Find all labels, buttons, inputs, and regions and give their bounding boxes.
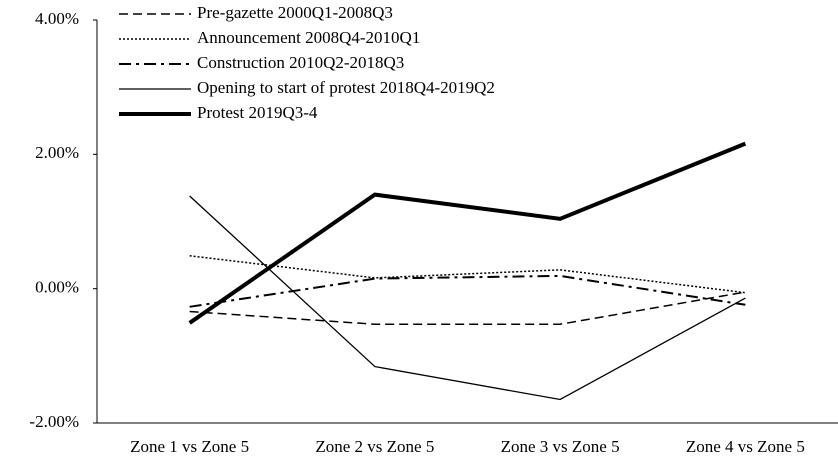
legend-label: Construction 2010Q2-2018Q3 — [197, 53, 404, 72]
series-line — [189, 291, 746, 326]
series-line — [189, 274, 746, 308]
series-line — [188, 141, 747, 325]
x-tick-label: Zone 2 vs Zone 5 — [315, 437, 434, 456]
x-tick-label: Zone 1 vs Zone 5 — [130, 437, 249, 456]
series-line — [189, 195, 746, 401]
x-tick-label: Zone 3 vs Zone 5 — [501, 437, 620, 456]
legend-label: Announcement 2008Q4-2010Q1 — [197, 28, 420, 47]
x-tick-label: Zone 4 vs Zone 5 — [686, 437, 805, 456]
y-tick-label: 0.00% — [35, 278, 79, 297]
y-tick-label: 4.00% — [35, 9, 79, 28]
legend-label: Opening to start of protest 2018Q4-2019Q… — [197, 78, 495, 97]
y-tick-label: 2.00% — [35, 143, 79, 162]
y-tick-label: -2.00% — [29, 412, 79, 431]
legend-label: Pre-gazette 2000Q1-2008Q3 — [197, 3, 393, 22]
legend-label: Protest 2019Q3-4 — [197, 103, 318, 122]
series-line — [189, 255, 746, 294]
